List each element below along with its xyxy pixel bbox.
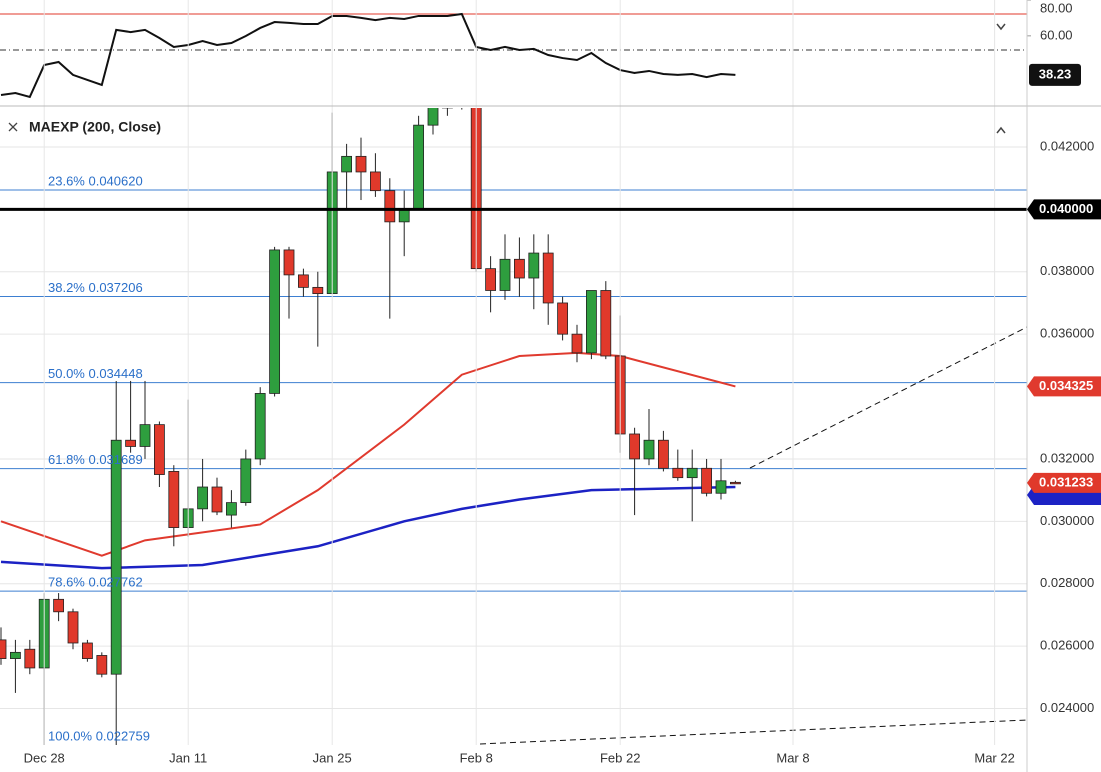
candle-body [240, 458, 252, 504]
price-box-label: 0.034325 [1039, 378, 1093, 393]
x-tick-label: Feb 22 [600, 750, 640, 765]
moving-average [0, 485, 736, 570]
candle-body [557, 302, 569, 335]
rsi-lines [0, 12, 736, 99]
y-tick-label: 0.042000 [1040, 138, 1094, 153]
candle-body [110, 439, 122, 675]
y-tick-label: 0.032000 [1040, 450, 1094, 465]
candle-body [168, 471, 180, 528]
legend-label: MAEXP (200, Close) [29, 119, 161, 135]
candle-body [542, 252, 554, 304]
price-box-label: 0.040000 [1039, 201, 1093, 216]
candle-body [312, 286, 324, 295]
y-tick-label: 0.038000 [1040, 263, 1094, 278]
candle-body [254, 393, 266, 460]
price-box [1027, 376, 1101, 397]
candle-body [413, 124, 425, 210]
candle-body [67, 611, 79, 644]
y-tick-label: 0.026000 [1040, 638, 1094, 653]
candle-body [730, 481, 741, 485]
fib-label: 23.6% 0.040620 [48, 173, 143, 188]
x-tick-label: Dec 28 [24, 750, 65, 765]
candle-body [643, 439, 655, 460]
candle-body [701, 467, 713, 494]
x-tick-label: Mar 22 [974, 750, 1014, 765]
collapse-icon [996, 23, 1006, 31]
price-box [1027, 199, 1101, 220]
candle-body [586, 290, 597, 354]
trend-line [749, 326, 1027, 469]
close-icon [8, 122, 18, 132]
candle-body [672, 467, 684, 479]
candle-body [629, 433, 641, 460]
last-value-label: 38.23 [1039, 66, 1072, 81]
candle-body [96, 655, 108, 675]
fib-label: 100.0% 0.022759 [48, 728, 150, 743]
candle-body [283, 249, 295, 276]
candle-body [398, 208, 410, 223]
x-tick-label: Feb 8 [460, 750, 493, 765]
candle-body [355, 155, 367, 173]
y-tick-label: 80.00 [1040, 0, 1073, 15]
candle-body [686, 467, 698, 479]
candle-body [514, 258, 525, 279]
fib-label: 61.8% 0.031689 [48, 452, 143, 467]
candle-body [10, 651, 21, 659]
price-panel: 23.6% 0.040620 38.2% 0.037206 50.0% 0.0344… [0, 0, 1027, 745]
candle-body [154, 424, 165, 475]
candle-body [427, 108, 439, 126]
candle-body [715, 480, 727, 494]
candle-body [571, 333, 583, 354]
x-tick-label: Mar 8 [776, 750, 809, 765]
candle-body [442, 108, 453, 109]
candle-body [370, 171, 381, 192]
fib-label: 78.6% 0.027762 [48, 575, 143, 590]
candle-body [269, 249, 281, 394]
candle-body [211, 486, 223, 513]
y-tick-label: 0.024000 [1040, 700, 1094, 715]
candle-body [226, 502, 237, 516]
fib-label: 50.0% 0.034448 [48, 366, 143, 381]
x-tick-label: Jan 25 [313, 750, 352, 765]
price-box-label: 0.031233 [1039, 474, 1093, 489]
candle-body [499, 258, 511, 291]
candle-body [125, 439, 137, 447]
last-value-box [1029, 63, 1081, 86]
rsi-panel [0, 12, 1027, 99]
candle-body [600, 290, 612, 357]
x-tick-label: Jan 11 [169, 750, 207, 765]
candle-body [658, 439, 669, 469]
fib-label: 38.2% 0.037206 [48, 280, 143, 295]
candle-body [0, 639, 7, 659]
candle-body [53, 598, 65, 613]
trend-line [479, 719, 1027, 745]
rsi-line [0, 12, 736, 99]
candle-body [341, 155, 353, 173]
candle-body [298, 274, 309, 288]
candle-body [485, 268, 497, 291]
candle-body [384, 190, 396, 223]
candle-body [24, 648, 36, 669]
y-tick-label: 0.036000 [1040, 326, 1094, 341]
candle-body [528, 252, 540, 279]
y-tick-label: 60.00 [1040, 27, 1073, 42]
y-tick-label: 0.030000 [1040, 513, 1094, 528]
price-box [1027, 472, 1101, 493]
candle-body [82, 642, 93, 659]
price-plot [0, 108, 1027, 745]
collapse-icon [996, 126, 1006, 134]
candle-body [139, 424, 151, 447]
y-tick-label: 0.028000 [1040, 575, 1094, 590]
candle-body [197, 486, 209, 510]
